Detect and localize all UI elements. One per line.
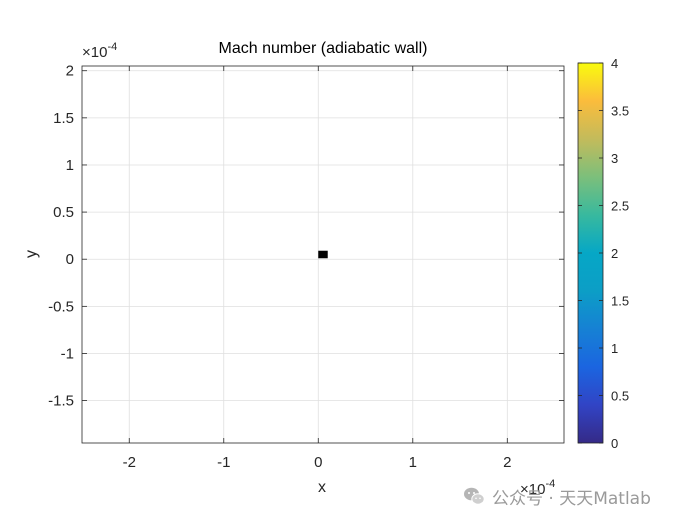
x-exponent-label: ×10-4 [520, 478, 555, 498]
colorbar-tick-label: 1.5 [611, 294, 629, 309]
x-tick-label: 1 [409, 454, 417, 471]
watermark: 公众号 · 天天Matlab [462, 484, 651, 509]
colorbar-tick-label: 2 [611, 246, 618, 261]
colorbar-tick-label: 2.5 [611, 199, 629, 214]
data-markers [318, 250, 328, 259]
x-tick-label: 2 [503, 454, 511, 471]
y-tick-label: -0.5 [48, 298, 74, 315]
y-axis-label: y [23, 250, 40, 258]
colorbar-tick-label: 3.5 [611, 104, 629, 119]
y-tick-label: -1 [61, 345, 74, 362]
y-tick-label: 1.5 [53, 110, 74, 127]
x-tick-label: 0 [314, 454, 322, 471]
y-tick-label: 0 [66, 251, 74, 268]
colorbar-tick-label: 4 [611, 56, 618, 71]
x-axis-label: x [318, 479, 326, 496]
y-tick-label: 2 [66, 63, 74, 80]
colorbar [577, 62, 604, 444]
axes-box [81, 65, 565, 444]
y-tick-labels: 2 1.5 1 0.5 0 -0.5 -1 -1.5 [48, 63, 74, 410]
colorbar-ticks [578, 62, 603, 444]
x-tick-labels: -2 -1 0 1 2 [123, 454, 512, 471]
colorbar-tick-label: 0 [611, 436, 618, 451]
colorbar-labels: 0 0.5 1 1.5 2 2.5 3 3.5 4 [611, 56, 629, 451]
x-tick-label: -2 [123, 454, 136, 471]
y-tick-label: 0.5 [53, 204, 74, 221]
y-tick-label: -1.5 [48, 393, 74, 410]
chart-title: Mach number (adiabatic wall) [219, 40, 428, 57]
watermark-text: 公众号 · 天天Matlab [492, 488, 651, 509]
x-tick-label: -1 [217, 454, 230, 471]
data-cell [318, 250, 328, 259]
colorbar-tick-label: 1 [611, 341, 618, 356]
y-exponent-label: ×10-4 [82, 41, 117, 61]
colorbar-tick-label: 3 [611, 151, 618, 166]
axis-ticks [82, 66, 564, 443]
y-tick-label: 1 [66, 157, 74, 174]
wechat-icon [464, 487, 485, 505]
colorbar-tick-label: 0.5 [611, 389, 629, 404]
